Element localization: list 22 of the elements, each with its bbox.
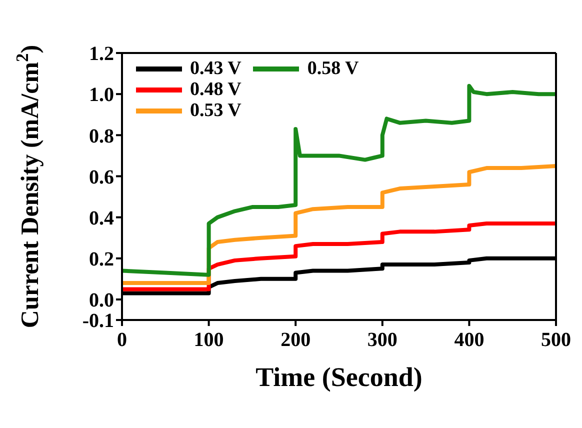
legend-label: 0.58 V bbox=[307, 58, 359, 80]
y-tick-label: 0.8 bbox=[89, 125, 114, 148]
y-tick-label: -0.1 bbox=[82, 310, 114, 332]
x-tick-label: 200 bbox=[280, 329, 311, 352]
line-series bbox=[122, 164, 556, 286]
line-series bbox=[122, 221, 556, 292]
line-series bbox=[122, 84, 556, 277]
y-tick-label: 0.4 bbox=[89, 207, 114, 230]
y-tick-label: 0.2 bbox=[89, 248, 114, 270]
x-tick-label: 100 bbox=[194, 329, 224, 352]
x-tick-label: 0 bbox=[117, 329, 127, 352]
x-tick-label: 300 bbox=[367, 329, 398, 352]
legend-label: 0.43 V bbox=[190, 58, 242, 80]
y-tick-label: 1.0 bbox=[89, 84, 114, 106]
x-axis-title: Time (Second) bbox=[256, 362, 422, 392]
y-tick-label: 0.6 bbox=[89, 166, 114, 188]
legend-label: 0.53 V bbox=[190, 100, 242, 122]
y-tick-label: 0.0 bbox=[89, 290, 114, 312]
legend-label: 0.48 V bbox=[190, 78, 242, 100]
x-tick-label: 400 bbox=[454, 329, 484, 352]
x-tick-label: 500 bbox=[541, 329, 571, 352]
y-tick-label: 1.2 bbox=[89, 43, 114, 66]
